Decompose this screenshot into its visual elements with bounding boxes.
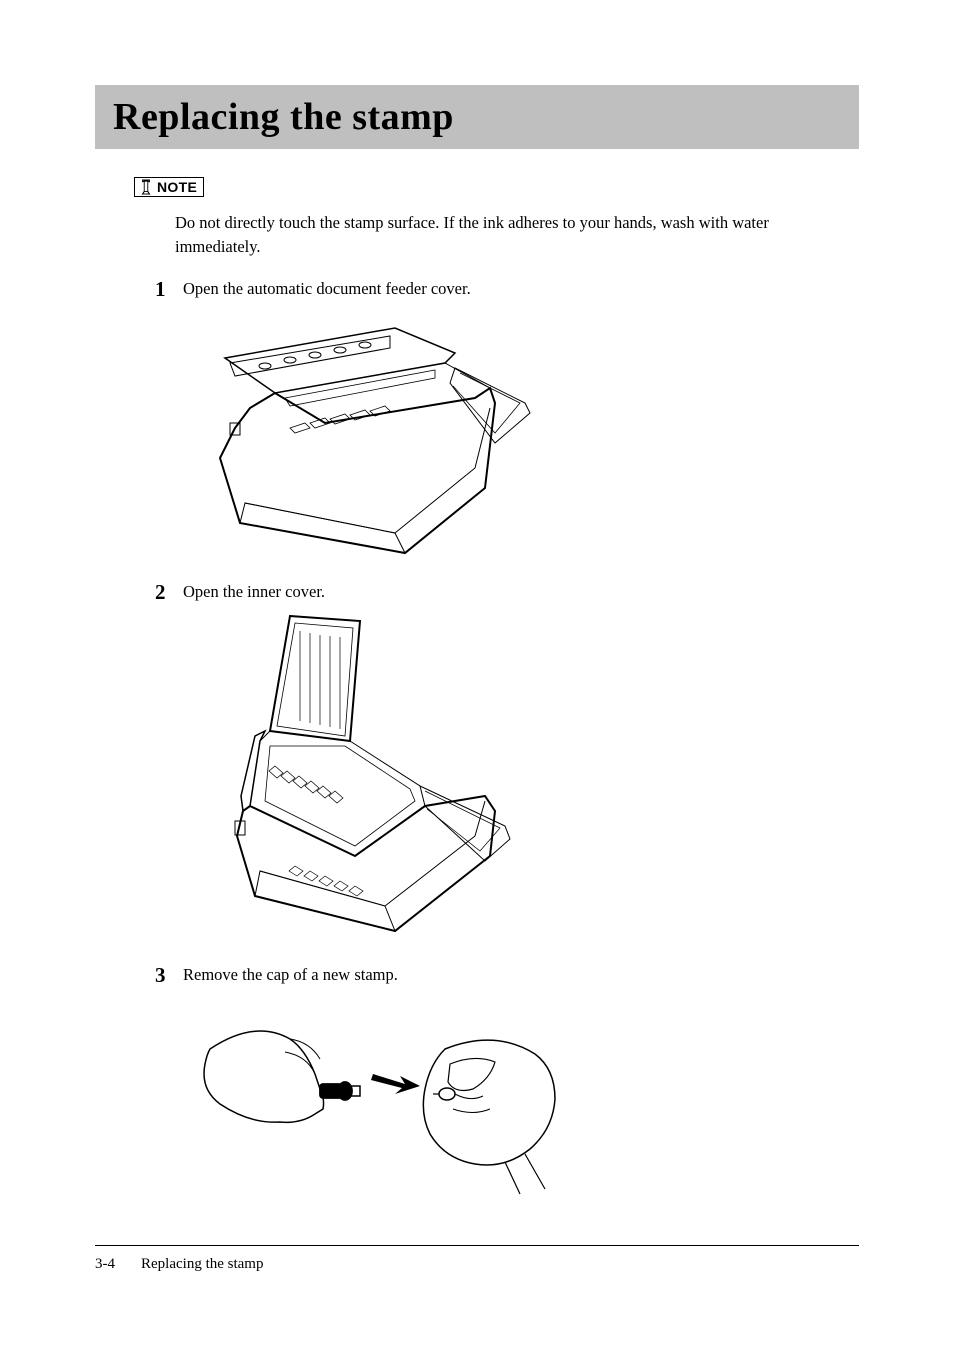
illustration-3 [195, 994, 859, 1204]
step-3: 3 Remove the cap of a new stamp. [155, 963, 859, 988]
step-2: 2 Open the inner cover. [155, 580, 859, 605]
note-box: NOTE [134, 177, 204, 197]
note-label: NOTE [157, 179, 197, 195]
title-bar: Replacing the stamp [95, 85, 859, 149]
step-number: 2 [155, 580, 183, 605]
step-number: 1 [155, 277, 183, 302]
illustration-1 [195, 308, 859, 558]
step-text: Remove the cap of a new stamp. [183, 963, 398, 988]
illustration-2 [195, 611, 859, 941]
step-1: 1 Open the automatic document feeder cov… [155, 277, 859, 302]
page-container: Replacing the stamp NOTE Do not directly… [0, 0, 954, 1348]
step-text: Open the automatic document feeder cover… [183, 277, 471, 302]
note-text: Do not directly touch the stamp surface.… [175, 211, 839, 259]
page-title: Replacing the stamp [113, 95, 841, 139]
note-icon [139, 179, 153, 195]
step-text: Open the inner cover. [183, 580, 325, 605]
footer-section-title: Replacing the stamp [141, 1256, 263, 1273]
step-number: 3 [155, 963, 183, 988]
page-footer: 3-4 Replacing the stamp [95, 1245, 859, 1273]
footer-page-number: 3-4 [95, 1256, 115, 1273]
